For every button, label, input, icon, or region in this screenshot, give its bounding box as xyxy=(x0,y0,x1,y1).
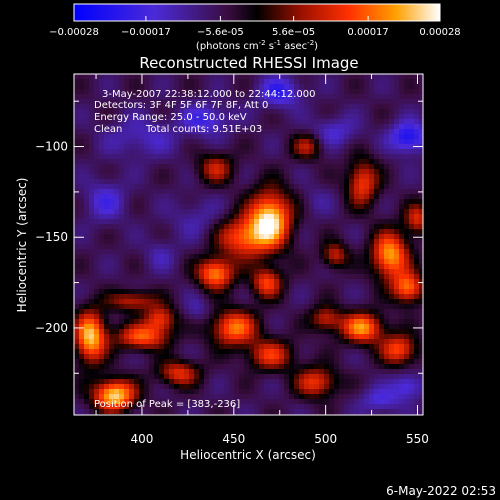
x-tick-label: 450 xyxy=(222,432,245,446)
colorbar-tick-label: 5.6e−05 xyxy=(272,27,315,38)
axis-ticks: 400 450 500 550 −100 −150 −200 xyxy=(35,74,429,446)
colorbar-frame xyxy=(73,3,441,22)
total-counts-label: Total counts: 9.51E+03 xyxy=(145,124,262,135)
peak-position-label: Position of Peak = [383,-236] xyxy=(94,399,240,410)
x-tick-label: 550 xyxy=(406,432,429,446)
plot-frame xyxy=(73,73,424,416)
method-label: Clean xyxy=(94,124,122,135)
colorbar-tick-label: −0.00028 xyxy=(49,27,99,38)
colorbar-tick-label: 0.00028 xyxy=(419,27,460,38)
image-annotations: 3-May-2007 22:38:12.000 to 22:44:12.000 … xyxy=(94,89,315,410)
y-axis-label: Heliocentric Y (arcsec) xyxy=(15,178,29,313)
y-tick-label: −150 xyxy=(35,230,68,244)
timestamp-label: 6-May-2022 02:53 xyxy=(386,484,496,498)
x-tick-label: 500 xyxy=(314,432,337,446)
time-range-label: 3-May-2007 22:38:12.000 to 22:44:12.000 xyxy=(102,89,315,100)
y-tick-label: −100 xyxy=(35,140,68,154)
colorbar-unit: (photons cm-2 s-1 asec-2) xyxy=(196,39,318,52)
x-axis-label: Heliocentric X (arcsec) xyxy=(180,448,316,462)
x-tick-label: 400 xyxy=(131,432,154,446)
detectors-label: Detectors: 3F 4F 5F 6F 7F 8F, Att 0 xyxy=(94,100,268,111)
heatmap-image xyxy=(74,74,423,415)
chart-title: Reconstructed RHESSI Image xyxy=(139,54,358,72)
colorbar-tick-label: −5.6e-05 xyxy=(197,27,244,38)
colorbar xyxy=(74,4,440,21)
colorbar-tick-label: 0.00017 xyxy=(347,27,388,38)
energy-range-label: Energy Range: 25.0 - 50.0 keV xyxy=(94,112,247,123)
colorbar-ticks: −0.00028 −0.00017 −5.6e-05 5.6e−05 0.00017 0.… xyxy=(49,16,461,38)
y-tick-label: −200 xyxy=(35,321,68,335)
colorbar-tick-label: −0.00017 xyxy=(121,27,171,38)
